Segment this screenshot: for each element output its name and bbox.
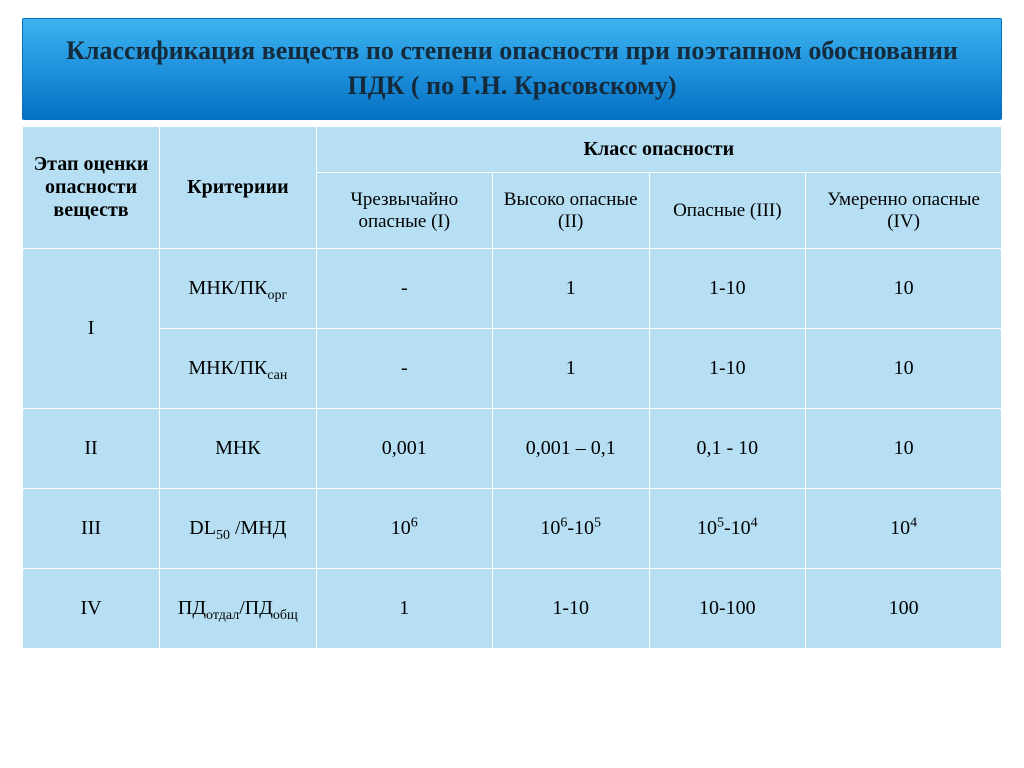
table-row: IМНК/ПКорг-11-1010 — [23, 249, 1002, 329]
criterion-cell: МНК/ПКсан — [160, 329, 317, 409]
value-cell: 1-10 — [492, 569, 649, 649]
value-cell: 10-100 — [649, 569, 806, 649]
value-cell: - — [316, 249, 492, 329]
slide-title: Классификация веществ по степени опаснос… — [22, 18, 1002, 120]
classification-table: Этап оценки опасности веществ Критериии … — [22, 126, 1002, 649]
col-header-stage: Этап оценки опасности веществ — [23, 127, 160, 249]
col-header-class-4: Умеренно опасные (IV) — [806, 173, 1002, 249]
value-cell: 106 — [316, 489, 492, 569]
value-cell: 104 — [806, 489, 1002, 569]
col-header-class-group: Класс опасности — [316, 127, 1001, 173]
criterion-cell: ПДотдал/ПДобщ — [160, 569, 317, 649]
value-cell: 100 — [806, 569, 1002, 649]
col-header-class-1: Чрезвычайно опасные (I) — [316, 173, 492, 249]
value-cell: 10 — [806, 249, 1002, 329]
criterion-cell: DL50 /МНД — [160, 489, 317, 569]
table-row: IIIDL50 /МНД106106-105105-104104 — [23, 489, 1002, 569]
table-header-row-1: Этап оценки опасности веществ Критериии … — [23, 127, 1002, 173]
value-cell: 105-104 — [649, 489, 806, 569]
col-header-criteria: Критериии — [160, 127, 317, 249]
stage-cell: III — [23, 489, 160, 569]
value-cell: 1 — [492, 249, 649, 329]
value-cell: 10 — [806, 329, 1002, 409]
value-cell: 0,1 - 10 — [649, 409, 806, 489]
col-header-class-3: Опасные (III) — [649, 173, 806, 249]
table-row: МНК/ПКсан-11-1010 — [23, 329, 1002, 409]
value-cell: 0,001 — [316, 409, 492, 489]
criterion-cell: МНК — [160, 409, 317, 489]
col-header-class-2: Высоко опасные (II) — [492, 173, 649, 249]
table-row: IVПДотдал/ПДобщ11-1010-100100 — [23, 569, 1002, 649]
criterion-cell: МНК/ПКорг — [160, 249, 317, 329]
value-cell: 0,001 – 0,1 — [492, 409, 649, 489]
value-cell: 1 — [492, 329, 649, 409]
stage-cell: IV — [23, 569, 160, 649]
table-head: Этап оценки опасности веществ Критериии … — [23, 127, 1002, 249]
value-cell: 10 — [806, 409, 1002, 489]
value-cell: - — [316, 329, 492, 409]
table-body: IМНК/ПКорг-11-1010МНК/ПКсан-11-1010IIМНК… — [23, 249, 1002, 649]
stage-cell: II — [23, 409, 160, 489]
slide-container: Классификация веществ по степени опаснос… — [0, 0, 1024, 768]
table-row: IIМНК0,0010,001 – 0,10,1 - 1010 — [23, 409, 1002, 489]
value-cell: 1 — [316, 569, 492, 649]
stage-cell: I — [23, 249, 160, 409]
value-cell: 1-10 — [649, 329, 806, 409]
value-cell: 1-10 — [649, 249, 806, 329]
value-cell: 106-105 — [492, 489, 649, 569]
